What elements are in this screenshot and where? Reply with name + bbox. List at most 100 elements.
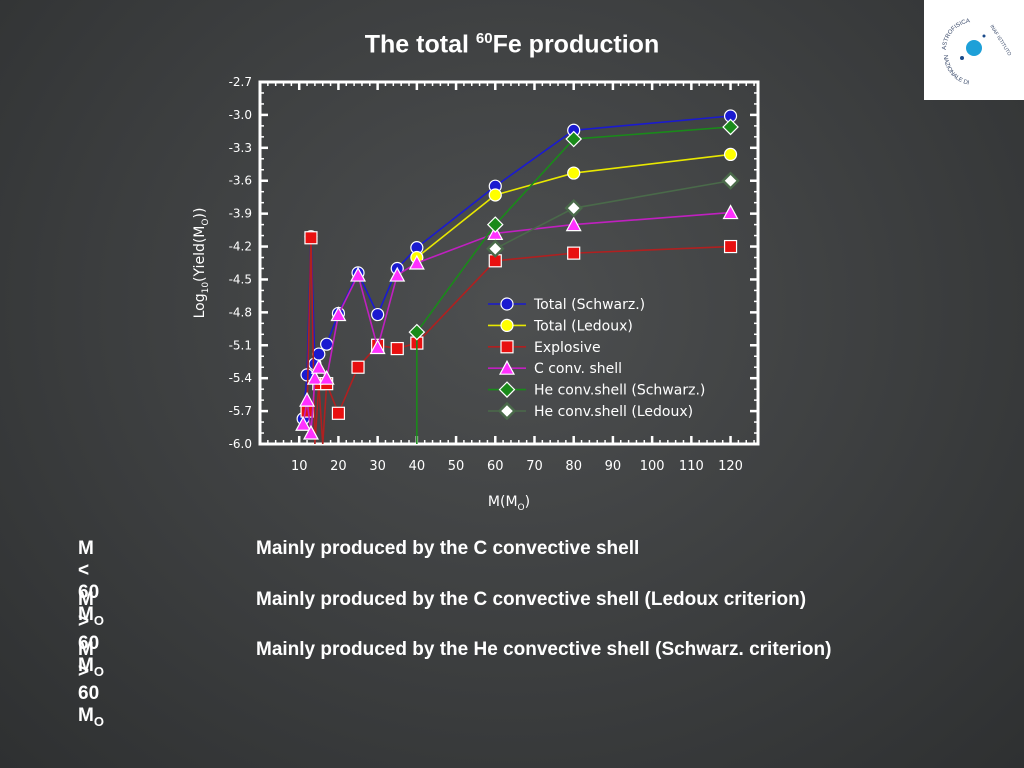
data-point [310,358,327,374]
x-tick-label: 30 [369,459,386,474]
y-tick-label: -4.5 [229,272,252,286]
title-isotope-superscript: 60 [475,30,493,47]
legend-label: He conv.shell (Ledoux) [534,404,693,420]
note-mass-label: M > 60 MO [78,639,104,729]
legend-label: C conv. shell [534,361,622,377]
data-point [408,323,426,341]
series-total-schwarz [296,109,738,426]
data-point [500,297,514,311]
data-point [389,266,406,282]
data-point [369,339,386,355]
data-point [302,424,319,440]
data-point [351,360,365,374]
y-tick-label: -3.6 [229,174,252,188]
data-point [331,406,346,420]
inaf-logo: ASTROFISICA INAF ISTITUTO NAZIONALE DI [924,0,1024,100]
x-tick-label: 110 [679,459,704,474]
data-point [498,359,516,375]
title-post: Fe production [492,30,660,59]
data-point [723,147,738,162]
data-point [500,340,514,354]
x-axis-label: M(MO) [488,494,530,513]
data-point [722,204,739,220]
legend-label: Explosive [534,340,601,356]
logo-text-bottom: NAZIONALE DI [942,55,970,87]
data-point [486,239,505,258]
data-point [408,254,425,270]
data-point [304,231,318,245]
series-line [416,153,731,259]
axis-ticks [260,80,758,446]
series-line [302,211,731,434]
data-point [723,239,738,254]
data-point [299,391,316,407]
data-point [497,401,517,421]
x-tick-label: 90 [605,459,622,474]
series-layer [295,109,740,445]
y-tick-label: -2.7 [229,75,252,89]
x-tick-label: 80 [565,459,582,474]
data-point [486,216,504,233]
series-he-conv-shell-ledoux [486,171,740,258]
x-tick-label: 100 [640,459,665,474]
data-point [564,198,583,218]
data-point [295,415,312,431]
x-tick-label: 60 [487,459,504,474]
y-tick-label: -3.3 [229,141,252,155]
data-point [312,347,326,361]
data-point [300,404,314,418]
x-tick-label: 20 [330,459,347,474]
series-he-conv-shell-schwarz [408,118,739,444]
logo-dot-small-icon [982,34,986,38]
note-text: Mainly produced by the C convective shel… [256,589,807,610]
legend-label: Total (Schwarz.) [533,297,645,313]
y-tick-label: -4.8 [229,305,252,319]
data-point [565,130,583,148]
data-point [721,171,740,190]
y-tick-label: -6.0 [229,437,252,451]
y-tick-label: -3.0 [229,108,252,122]
legend-label: He conv.shell (Schwarz.) [534,383,705,399]
legend-label: Total (Ledoux) [533,318,633,334]
logo-sphere-icon [966,40,982,56]
slide-title: The total 60Fe production [0,30,1024,59]
x-tick-label: 120 [718,459,743,474]
data-point [565,216,582,232]
data-point [722,118,739,136]
y-tick-labels: -2.7 -3.0 -3.3 -3.6 -3.9 -4.2 -4.5 -4.8 -5.1 -5.4… [229,75,252,451]
data-point [498,381,516,398]
logo-text-right: INAF ISTITUTO [988,24,1012,57]
data-point [350,266,367,282]
logo-text-top: ASTROFISICA [942,18,971,50]
y-tick-label: -4.2 [229,240,252,254]
y-tick-label: -5.4 [229,371,252,385]
note-mass-label: M < 60 MO [78,538,104,628]
note-mass-label: M > 60 MO [78,589,104,679]
data-point [371,307,385,322]
legend: Total (Schwarz.) Total (Ledoux) Explosive C… [488,297,705,421]
x-tick-labels: 10 20 30 40 50 60 70 80 90 100 110 120 [291,459,743,474]
y-axis-label: Log10(Yield(MO)) [192,208,211,319]
note-text: Mainly produced by the C convective shel… [256,538,640,559]
x-tick-label: 70 [526,459,543,474]
data-point [500,318,514,332]
yield-chart: -2.7 -3.0 -3.3 -3.6 -3.9 -4.2 -4.5 -4.8 -5.1 -5.4… [192,75,760,513]
data-point [567,246,581,260]
note-text: Mainly produced by the He convective she… [256,639,832,660]
data-point [390,341,404,356]
x-tick-label: 50 [448,459,465,474]
y-tick-label: -5.1 [229,338,252,352]
logo-dot-icon [960,56,964,60]
x-tick-label: 40 [409,459,426,474]
data-point [330,306,347,322]
data-point [318,369,335,385]
data-point [320,337,334,351]
data-point [488,188,502,202]
y-tick-label: -5.7 [229,404,252,418]
data-point [306,369,323,385]
y-tick-label: -3.9 [229,207,252,221]
data-point [567,166,581,180]
inaf-logo-mark: ASTROFISICA INAF ISTITUTO NAZIONALE DI [942,18,1012,87]
x-tick-label: 10 [291,459,308,474]
title-pre: The total [364,30,476,59]
